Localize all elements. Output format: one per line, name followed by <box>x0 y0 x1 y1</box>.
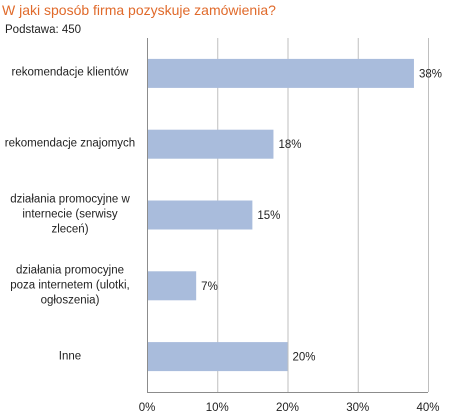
bar <box>148 271 197 301</box>
data-label: 18% <box>278 139 301 151</box>
data-label: 15% <box>257 210 280 222</box>
data-label: 38% <box>419 68 442 80</box>
category-label: działania promocyjne w internecie (serwis… <box>10 193 130 236</box>
x-tick-label: 10% <box>206 402 229 414</box>
x-tick-label: 0% <box>139 402 156 414</box>
bar <box>148 200 253 230</box>
category-label: działania promocyjne poza internetem (ulo… <box>10 264 130 307</box>
category-label: rekomendacje klientów <box>11 66 129 79</box>
data-label: 7% <box>201 281 218 293</box>
x-tick-label: 40% <box>416 402 439 414</box>
chart-subtitle: Podstawa: 450 <box>5 24 82 36</box>
bar <box>148 129 274 159</box>
data-label: 20% <box>293 352 316 364</box>
x-tick-label: 30% <box>346 402 369 414</box>
category-label: rekomendacje znajomych <box>4 137 136 150</box>
category-label: Inne <box>58 350 82 363</box>
bar <box>148 58 414 88</box>
chart-title: W jaki sposób firma pozyskuje zamówienia… <box>2 2 276 18</box>
bar <box>148 342 288 372</box>
x-tick-label: 20% <box>276 402 299 414</box>
